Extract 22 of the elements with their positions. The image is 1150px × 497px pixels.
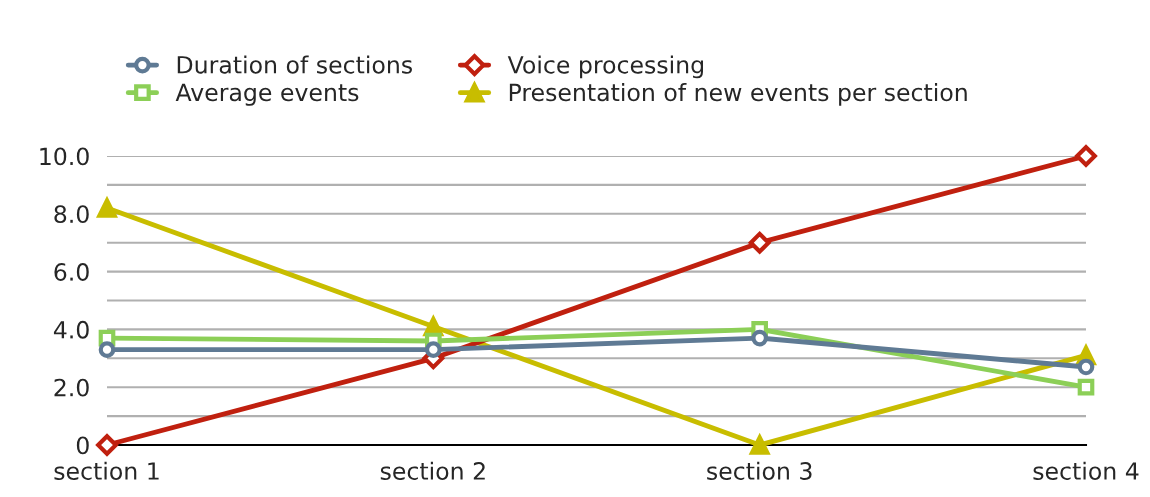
legend-label: Presentation of new events per section bbox=[509, 83, 967, 106]
point bbox=[96, 434, 118, 456]
y-tick-label: 2.0 bbox=[54, 378, 89, 397]
point bbox=[1075, 145, 1097, 167]
x-tick-label: section 1 bbox=[54, 461, 159, 480]
point bbox=[1077, 378, 1095, 396]
x-tick-label: section 2 bbox=[380, 461, 485, 480]
y-tick-label: 10.0 bbox=[40, 147, 89, 166]
legend-label: Voice processing bbox=[507, 55, 703, 79]
point bbox=[1077, 358, 1095, 376]
legend-label: Average events bbox=[175, 83, 359, 106]
legend-label: Duration of sections bbox=[177, 55, 412, 74]
point bbox=[98, 341, 116, 358]
point bbox=[748, 231, 771, 254]
y-tick-label: 4.0 bbox=[53, 320, 89, 339]
x-tick-label: section 4 bbox=[1033, 461, 1139, 480]
point bbox=[424, 341, 442, 358]
y-tick-label: 8.0 bbox=[54, 205, 89, 224]
y-tick-label: 0 bbox=[76, 436, 89, 455]
y-tick-label: 6.0 bbox=[54, 263, 89, 281]
x-tick-label: section 3 bbox=[707, 461, 812, 480]
point bbox=[751, 329, 769, 347]
